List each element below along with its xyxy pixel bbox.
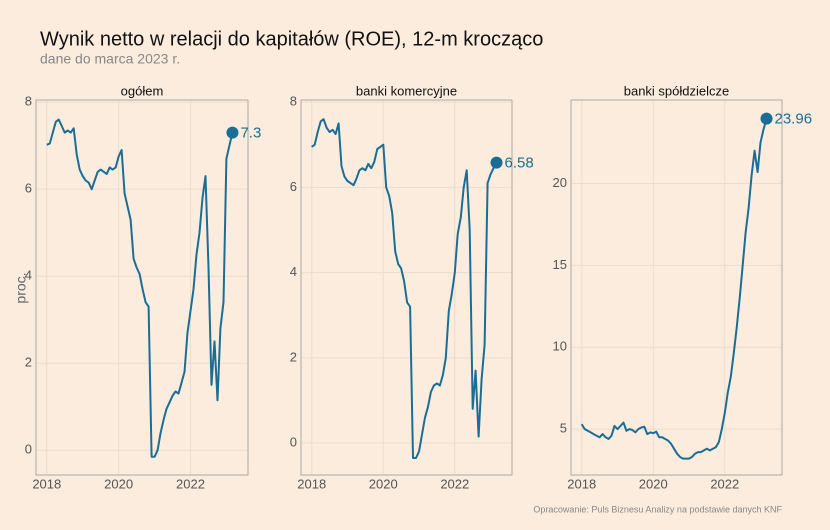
x-tick-label: 2020 <box>639 476 668 491</box>
end-label: 23.96 <box>775 111 813 128</box>
y-tick-label: 8 <box>25 94 32 109</box>
y-tick-label: 2 <box>25 355 32 370</box>
chart-subtitle: dane do marca 2023 r. <box>40 51 180 67</box>
x-tick-label: 2018 <box>32 476 61 491</box>
x-tick-label: 2020 <box>369 476 398 491</box>
y-tick-label: 5 <box>560 421 567 436</box>
y-tick-label: 6 <box>25 181 32 196</box>
plot-border <box>570 99 783 476</box>
y-tick-label: 20 <box>553 175 567 190</box>
end-label: 7.3 <box>240 125 261 142</box>
end-point <box>226 126 239 139</box>
y-tick-label: 2 <box>290 349 297 364</box>
end-point <box>760 112 773 125</box>
end-point <box>490 156 503 169</box>
y-axis-label: proc. <box>13 272 29 303</box>
end-label: 6.58 <box>505 155 534 172</box>
plot-border <box>300 99 513 476</box>
line <box>580 118 768 460</box>
chart-title: Wynik netto w relacji do kapitałów (ROE)… <box>40 28 543 50</box>
x-tick-label: 2020 <box>104 476 133 491</box>
panel-title: banki spółdzielcze <box>624 83 730 98</box>
x-tick-label: 2018 <box>297 476 326 491</box>
y-tick-label: 4 <box>290 264 297 279</box>
x-tick-label: 2018 <box>567 476 596 491</box>
caption: Opracowanie: Puls Biznesu Analizy na pod… <box>533 504 782 514</box>
y-tick-label: 4 <box>25 268 32 283</box>
x-tick-label: 2022 <box>176 476 205 491</box>
x-tick-label: 2022 <box>710 476 739 491</box>
line <box>311 118 498 459</box>
y-tick-label: 0 <box>25 442 32 457</box>
x-tick-label: 2022 <box>440 476 469 491</box>
panel-title: ogółem <box>121 83 164 98</box>
y-tick-label: 8 <box>290 94 297 109</box>
y-tick-label: 6 <box>290 179 297 194</box>
line <box>46 118 234 458</box>
y-tick-label: 15 <box>553 257 567 272</box>
y-tick-label: 0 <box>290 434 297 449</box>
panel-title: banki komercyjne <box>356 83 457 98</box>
y-tick-label: 10 <box>553 339 567 354</box>
plot-border <box>35 99 249 476</box>
